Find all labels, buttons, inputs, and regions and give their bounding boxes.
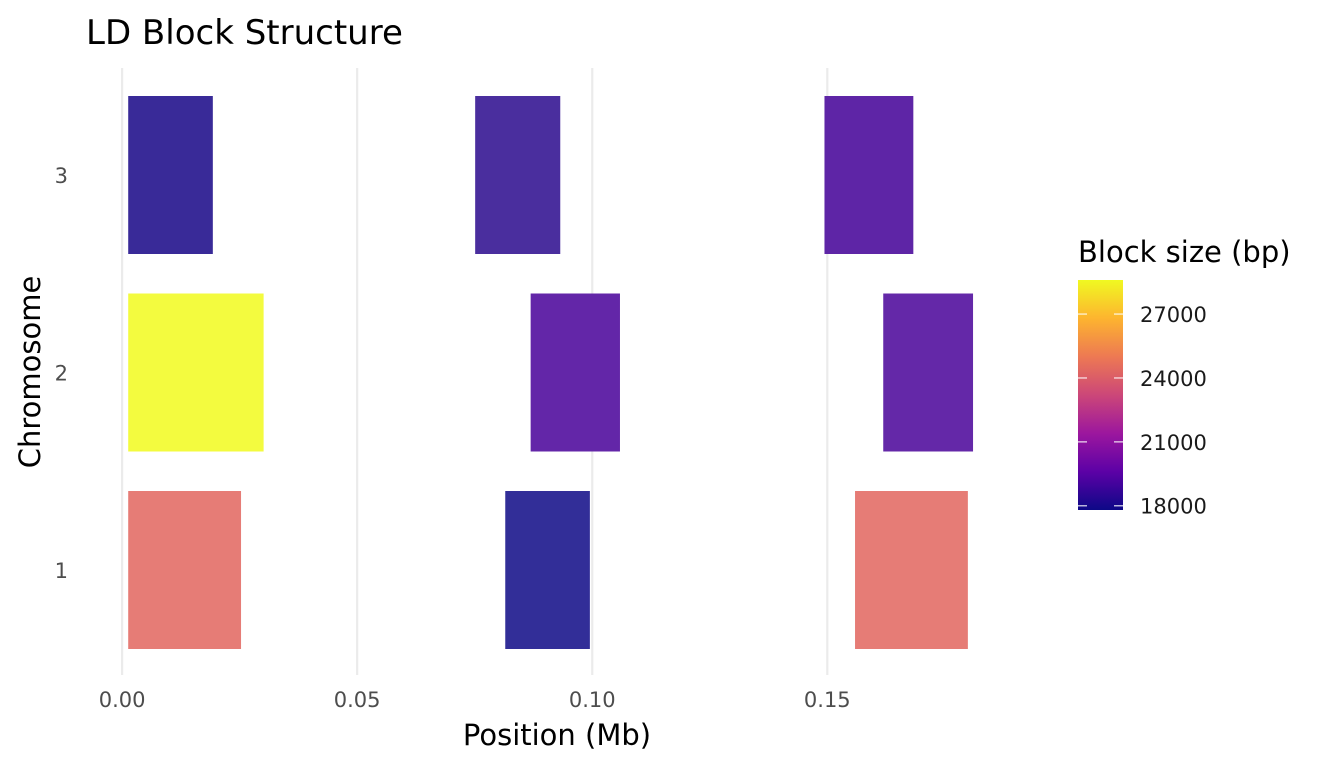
legend-title: Block size (bp) bbox=[1078, 235, 1291, 269]
ld-block-chr1-1 bbox=[505, 491, 590, 649]
y-tick-label: 1 bbox=[55, 559, 68, 583]
x-tick-label: 0.00 bbox=[99, 688, 146, 712]
x-tick-label: 0.15 bbox=[804, 688, 851, 712]
x-axis-ticks: 0.00 0.05 0.10 0.15 bbox=[99, 688, 851, 712]
y-tick-label: 3 bbox=[55, 164, 68, 188]
colorbar bbox=[1078, 280, 1123, 510]
colorbar-tick-label: 27000 bbox=[1140, 303, 1207, 327]
chart-title: LD Block Structure bbox=[86, 13, 403, 53]
ld-block-chr3-6 bbox=[128, 96, 213, 254]
colorbar-tick-label: 24000 bbox=[1140, 367, 1207, 391]
ld-block-chr1-0 bbox=[128, 491, 242, 649]
ld-block-chr3-8 bbox=[824, 96, 914, 254]
ld-blocks bbox=[128, 96, 974, 649]
ld-block-chr2-5 bbox=[883, 293, 974, 452]
ld-block-chr2-3 bbox=[128, 293, 264, 452]
x-tick-label: 0.10 bbox=[569, 688, 616, 712]
y-tick-label: 2 bbox=[55, 362, 68, 386]
x-tick-label: 0.05 bbox=[334, 688, 381, 712]
ld-block-chr1-2 bbox=[855, 491, 968, 649]
colorbar-ticks: 18000 21000 24000 27000 bbox=[1078, 303, 1207, 519]
ld-block-chr2-4 bbox=[530, 293, 620, 452]
y-axis-title: Chromosome bbox=[13, 276, 47, 469]
x-axis-title: Position (Mb) bbox=[463, 718, 651, 752]
color-legend: Block size (bp) 18000 21000 24000 27000 bbox=[1078, 235, 1291, 519]
y-axis-ticks: 1 2 3 bbox=[55, 164, 68, 583]
colorbar-tick-label: 18000 bbox=[1140, 495, 1207, 519]
colorbar-tick-label: 21000 bbox=[1140, 431, 1207, 455]
ld-block-chr3-7 bbox=[475, 96, 561, 254]
